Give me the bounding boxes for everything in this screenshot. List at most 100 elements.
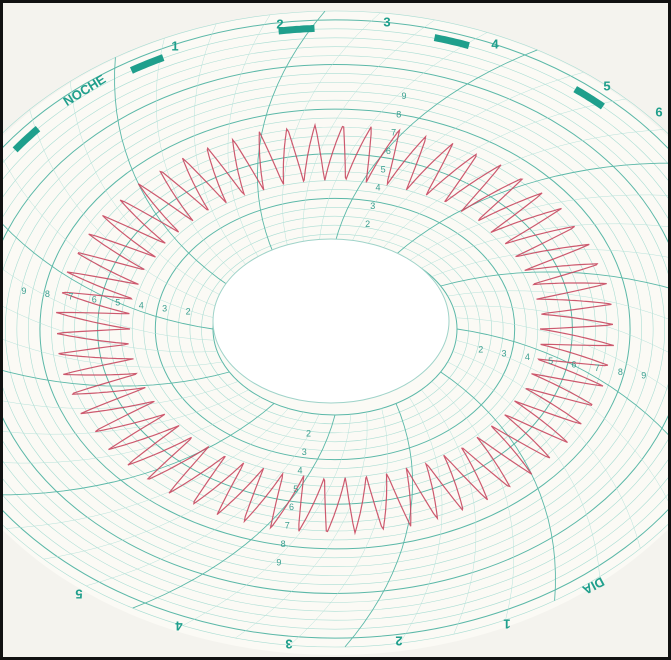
- grid-radial: [257, 10, 326, 255]
- grid-radial: [447, 290, 668, 320]
- grid-radial: [235, 412, 368, 639]
- ring-label: 9: [21, 286, 26, 296]
- scale-bar: [12, 126, 41, 153]
- grid-ring: [3, 19, 668, 639]
- grid-ring: [3, 73, 668, 585]
- grid-ring: [28, 99, 642, 559]
- grid-radial: [334, 49, 538, 244]
- center-hole: [212, 238, 450, 404]
- grid-ring: [189, 224, 481, 434]
- grid-radial: [43, 411, 304, 560]
- ring-label: 5: [381, 164, 386, 174]
- grid-radial: [114, 57, 230, 287]
- grid-ring: [62, 126, 608, 532]
- grid-radial: [29, 109, 218, 307]
- ring-label: 5: [548, 356, 553, 366]
- ring-label: 9: [276, 558, 281, 568]
- bottom-scale-label: 1: [503, 617, 510, 632]
- grid-radial: [452, 351, 641, 549]
- grid-radial: [409, 194, 668, 262]
- grid-ring: [5, 82, 665, 576]
- grid-radial: [70, 81, 223, 297]
- grid-radial: [399, 397, 443, 644]
- grid-radial: [431, 381, 515, 620]
- grid-radial: [3, 269, 215, 341]
- ring-label: 9: [641, 371, 646, 381]
- grid-radial: [440, 271, 668, 289]
- grid-radial: [3, 339, 223, 368]
- pen-trace: [56, 122, 614, 536]
- grid-ring: [51, 117, 619, 541]
- grid-radial: [132, 414, 336, 609]
- grid-radial: [3, 306, 218, 353]
- ring-label: 6: [571, 359, 576, 369]
- top-scale-label: 4: [491, 36, 499, 51]
- ring-label: 3: [162, 304, 167, 314]
- grid-ring: [178, 215, 492, 443]
- grid-radial: [86, 414, 320, 587]
- grid-ring: [143, 189, 527, 469]
- ring-label: 7: [391, 128, 396, 138]
- ring-label: 5: [115, 298, 120, 308]
- ring-label: 4: [375, 183, 380, 193]
- ring-label: 7: [595, 363, 600, 373]
- grid-ring: [39, 108, 631, 550]
- grid-ring: [166, 207, 504, 451]
- top-scale-label: 2: [276, 16, 283, 31]
- grid-ring: [3, 46, 668, 612]
- grid-ring: [3, 64, 668, 594]
- bottom-scale-label: 2: [395, 634, 402, 649]
- grid-radial: [3, 396, 261, 464]
- bottom-scale-label: 4: [175, 619, 183, 634]
- grid-radial: [3, 370, 230, 387]
- scale-bar: [433, 34, 470, 49]
- grid-ring: [3, 10, 668, 648]
- grid-ring: [154, 197, 516, 461]
- ring-label: 6: [92, 295, 97, 305]
- top-scale-label: 6: [655, 104, 662, 119]
- ring-label: 3: [502, 348, 507, 358]
- ring-label: 5: [293, 484, 298, 494]
- grid-radial: [350, 71, 584, 244]
- ring-label: 6: [386, 146, 391, 156]
- bottom-scale-label: 5: [75, 587, 82, 602]
- grid-ring: [108, 162, 562, 496]
- scale-bar: [278, 24, 315, 35]
- ring-label: 9: [401, 91, 406, 101]
- ring-label: 3: [370, 201, 375, 211]
- ring-label: 8: [281, 539, 286, 549]
- ring-label: 2: [365, 219, 370, 229]
- trace-line: [56, 122, 614, 536]
- ring-label: 4: [525, 352, 530, 362]
- ring-label: 7: [68, 292, 73, 302]
- grid-radial: [289, 408, 388, 646]
- grid-radial: [421, 223, 668, 269]
- scale-bar: [129, 54, 165, 74]
- grid-radial: [421, 389, 477, 635]
- ring-label: 3: [302, 447, 307, 457]
- grid-radial: [431, 249, 668, 277]
- top-scale-label: 3: [383, 14, 390, 29]
- grid-ring: [97, 153, 573, 505]
- grid-radial: [282, 12, 381, 250]
- ring-label: 4: [139, 301, 144, 311]
- grid-radial: [447, 361, 600, 577]
- ring-label: 8: [45, 289, 50, 299]
- grid-radial: [366, 98, 627, 247]
- grid-radial: [193, 23, 249, 269]
- ring-label: 2: [478, 345, 483, 355]
- ring-label: 2: [186, 307, 191, 317]
- top-scale-label: 1: [171, 38, 178, 53]
- grid-radial: [344, 403, 413, 648]
- grid-ring: [131, 180, 539, 478]
- ring-label: 7: [285, 521, 290, 531]
- grid-ring: [74, 135, 596, 523]
- ring-label: 4: [298, 465, 303, 475]
- grid-radial: [3, 223, 214, 330]
- bottom-scale-label: 3: [285, 637, 292, 652]
- ring-label: 2: [306, 428, 311, 438]
- grid-radial: [395, 162, 668, 255]
- grid-radial: [455, 317, 668, 390]
